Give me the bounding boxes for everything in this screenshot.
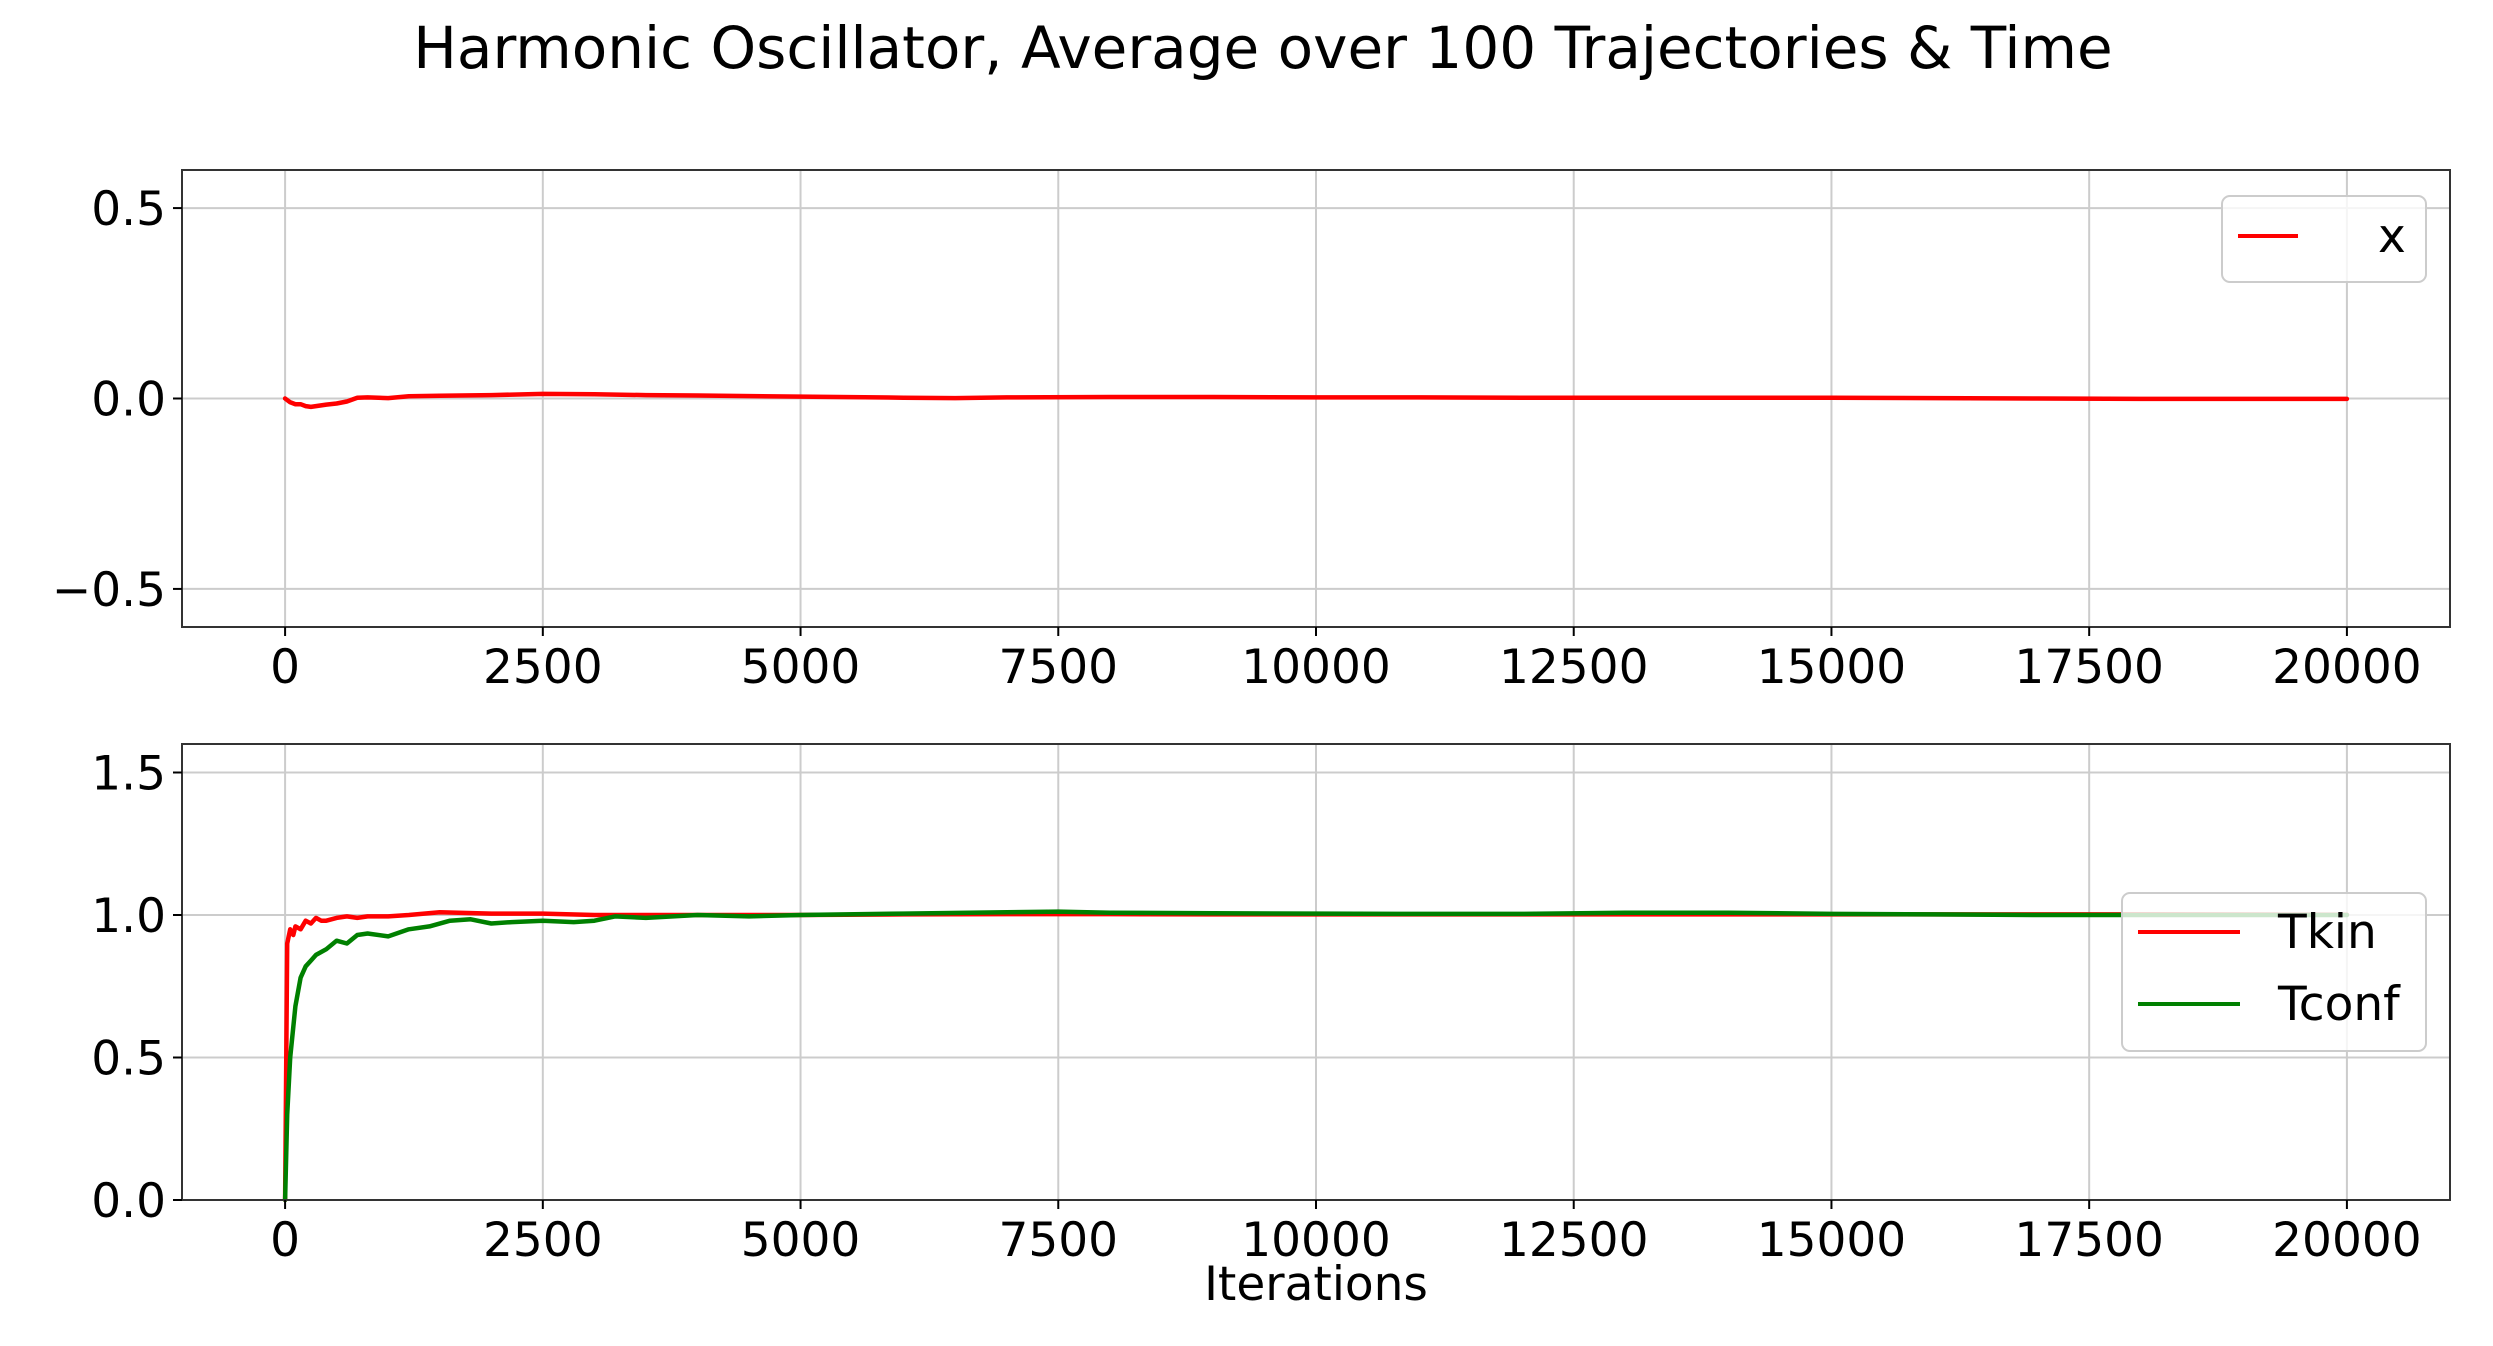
subplot-temperature: 0 2500 5000 7500 10000 12500 15000 17500 20000 0… <box>91 743 2451 1312</box>
x-tick-label: 10000 <box>1241 640 1391 695</box>
x-tick-label: 15000 <box>1757 1213 1907 1268</box>
series-line-x <box>282 391 2350 410</box>
x-tick-label: 17500 <box>2014 1213 2164 1268</box>
legend: Tkin Tconf <box>2121 892 2427 1052</box>
legend-label-tkin: Tkin <box>2277 905 2377 960</box>
x-tick-label: 12500 <box>1499 1213 1649 1268</box>
legend-box <box>2221 195 2427 283</box>
x-tick-label: 12500 <box>1499 640 1649 695</box>
x-axis-label: Iterations <box>1204 1257 1428 1312</box>
legend-label-x: x <box>2378 209 2406 264</box>
figure-title: Harmonic Oscillator, Average over 100 Tr… <box>413 14 2112 82</box>
x-tick-label: 17500 <box>2014 640 2164 695</box>
x-tick-label: 7500 <box>998 1213 1118 1268</box>
y-tick-label: 1.0 <box>91 889 166 944</box>
y-tick-label: 1.5 <box>91 747 166 802</box>
x-tick-label: 2500 <box>483 1213 603 1268</box>
plot-lines <box>282 391 2350 410</box>
y-tick-label: 0.5 <box>91 1032 166 1087</box>
x-tick-labels: 0 2500 5000 7500 10000 12500 15000 17500 20000 <box>270 627 2422 695</box>
y-tick-labels: −0.5 0.0 0.5 <box>52 182 182 618</box>
grid-lines <box>182 744 2450 1201</box>
x-tick-label: 20000 <box>2272 1213 2422 1268</box>
x-tick-labels: 0 2500 5000 7500 10000 12500 15000 17500 20000 <box>270 1200 2422 1268</box>
x-tick-label: 5000 <box>741 1213 861 1268</box>
x-tick-label: 10000 <box>1241 1213 1391 1268</box>
y-tick-label: 0.5 <box>91 182 166 237</box>
x-tick-label: 7500 <box>998 640 1118 695</box>
plot-lines <box>282 909 2350 1203</box>
y-tick-label: −0.5 <box>52 563 166 618</box>
x-tick-label: 0 <box>270 640 300 695</box>
x-tick-label: 2500 <box>483 640 603 695</box>
series-line-tconf <box>282 909 2350 1203</box>
x-tick-label: 20000 <box>2272 640 2422 695</box>
x-tick-label: 15000 <box>1757 640 1907 695</box>
y-tick-label: 0.0 <box>91 1174 166 1229</box>
x-tick-label: 0 <box>270 1213 300 1268</box>
x-tick-label: 5000 <box>741 640 861 695</box>
legend: x <box>2221 195 2427 283</box>
legend-label-tconf: Tconf <box>2277 977 2401 1032</box>
y-tick-label: 0.0 <box>91 373 166 428</box>
subplot-position: 0 2500 5000 7500 10000 12500 15000 17500 20000 −… <box>52 169 2451 695</box>
y-tick-labels: 0.0 0.5 1.0 1.5 <box>91 747 182 1229</box>
